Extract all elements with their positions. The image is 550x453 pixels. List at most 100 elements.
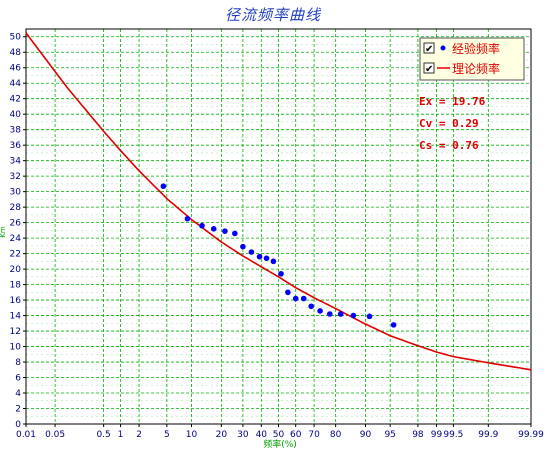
x-tick-label: 40 [256, 430, 268, 440]
empirical-point [199, 222, 205, 229]
empirical-point [210, 226, 217, 232]
y-tick-label: 42 [10, 95, 21, 105]
x-tick-label: 0.5 [96, 430, 110, 440]
y-axis-label: Km [0, 226, 7, 238]
x-tick-label: 5 [164, 430, 170, 440]
empirical-point [350, 312, 357, 319]
y-axis: 0246810121416182022242628303234363840424… [10, 33, 26, 430]
legend-checkbox-empirical[interactable] [423, 42, 435, 54]
x-tick-label: 90 [360, 430, 372, 440]
stat-cs-value: 0.76 [452, 139, 479, 152]
legend-checkbox-theoretical[interactable] [423, 62, 435, 74]
y-tick-label: 40 [10, 110, 22, 120]
x-tick-label: 0.01 [16, 430, 36, 440]
empirical-point [390, 322, 397, 328]
grid [25, 29, 532, 425]
statistics: Ex = 19.76 Cv = 0.29 Cs = 0.76 [419, 95, 486, 152]
legend-check-empirical: ✔ [425, 44, 433, 55]
y-tick-label: 12 [10, 327, 21, 337]
y-tick-label: 6 [15, 374, 21, 384]
theoretical-curve-series [25, 32, 532, 371]
empirical-point [222, 228, 228, 234]
y-tick-label: 0 [15, 420, 21, 430]
legend-item-theoretical[interactable]: ✔ 理论频率 [423, 61, 500, 76]
stat-cv-label: Cv [419, 117, 433, 130]
empirical-point [326, 311, 333, 317]
x-tick-label: 30 [237, 430, 249, 440]
x-tick-label: 95 [384, 430, 395, 440]
chart-title: 径流频率曲线 [225, 6, 322, 24]
empirical-point [256, 253, 263, 260]
x-tick-label: 99.9 [478, 430, 498, 440]
y-tick-label: 28 [10, 203, 22, 213]
y-tick-label: 22 [10, 250, 21, 260]
y-tick-label: 34 [10, 157, 22, 167]
x-tick-label: 98 [412, 430, 424, 440]
x-tick-label: 20 [216, 430, 228, 440]
empirical-point [337, 311, 344, 317]
x-tick-label: 60 [290, 430, 302, 440]
legend-check-theoretical: ✔ [425, 64, 433, 75]
empirical-point [160, 183, 167, 190]
empirical-point [184, 215, 191, 222]
legend: ✔ 经验频率 ✔ 理论频率 [419, 37, 525, 81]
x-tick-label: 80 [330, 430, 342, 440]
y-tick-label: 18 [10, 281, 22, 291]
empirical-point [366, 313, 373, 320]
stat-cs-label: Cs [419, 139, 432, 152]
stat-cs: Cs = 0.76 [419, 139, 479, 152]
legend-label-theoretical: 理论频率 [452, 61, 500, 76]
empirical-point [317, 308, 323, 314]
x-tick-label: 0.05 [45, 430, 65, 440]
x-tick-label: 1 [118, 430, 124, 440]
empirical-point [285, 289, 291, 296]
y-tick-label: 50 [10, 33, 22, 43]
x-axis-label: 频率(%) [263, 438, 297, 450]
y-tick-label: 16 [10, 296, 22, 306]
x-tick-label: 50 [273, 430, 285, 440]
empirical-point [300, 295, 307, 302]
stat-cv-value: 0.29 [452, 117, 479, 130]
x-tick-label: 99.99 [518, 430, 544, 440]
legend-marker-dot [440, 45, 446, 51]
stat-cv: Cv = 0.29 [419, 117, 479, 130]
y-tick-label: 48 [10, 48, 22, 58]
y-tick-label: 24 [10, 234, 22, 244]
y-tick-label: 20 [10, 265, 22, 275]
stat-ex-value: 19.76 [452, 95, 485, 108]
y-tick-label: 38 [10, 126, 22, 136]
y-tick-label: 2 [15, 405, 21, 415]
y-tick-label: 30 [10, 188, 22, 198]
y-tick-label: 36 [10, 141, 22, 151]
theoretical-curve-line [25, 32, 532, 371]
empirical-point [308, 303, 315, 310]
stat-cv-sep: = [432, 117, 452, 130]
y-tick-label: 14 [10, 312, 22, 322]
empirical-point [240, 243, 246, 250]
y-tick-label: 8 [15, 358, 21, 368]
empirical-point [270, 258, 277, 265]
stat-ex-label: Ex [419, 95, 433, 108]
y-tick-label: 26 [10, 219, 22, 229]
x-tick-label: 10 [186, 430, 198, 440]
empirical-point [292, 295, 299, 302]
x-tick-label: 99.5 [443, 430, 463, 440]
x-tick-label: 2 [136, 430, 142, 440]
x-axis: 0.01 0.05 0.5 1 2 5 10 20 30 40 50 60 70 80 90 95 98 99 99… [16, 424, 544, 440]
legend-box [419, 37, 525, 81]
y-tick-label: 44 [10, 79, 22, 89]
stat-cs-sep: = [432, 139, 452, 152]
empirical-points-series [160, 183, 397, 328]
empirical-point [232, 230, 238, 237]
stat-ex: Ex = 19.76 [419, 95, 486, 108]
legend-label-empirical: 经验频率 [452, 41, 500, 56]
legend-item-empirical[interactable]: ✔ 经验频率 [423, 41, 500, 56]
y-tick-label: 10 [10, 343, 22, 353]
empirical-point [263, 255, 270, 262]
empirical-point [278, 270, 284, 277]
empirical-point [248, 249, 255, 255]
x-tick-label: 99 [431, 430, 443, 440]
y-tick-label: 32 [10, 172, 21, 182]
x-tick-label: 70 [308, 430, 320, 440]
